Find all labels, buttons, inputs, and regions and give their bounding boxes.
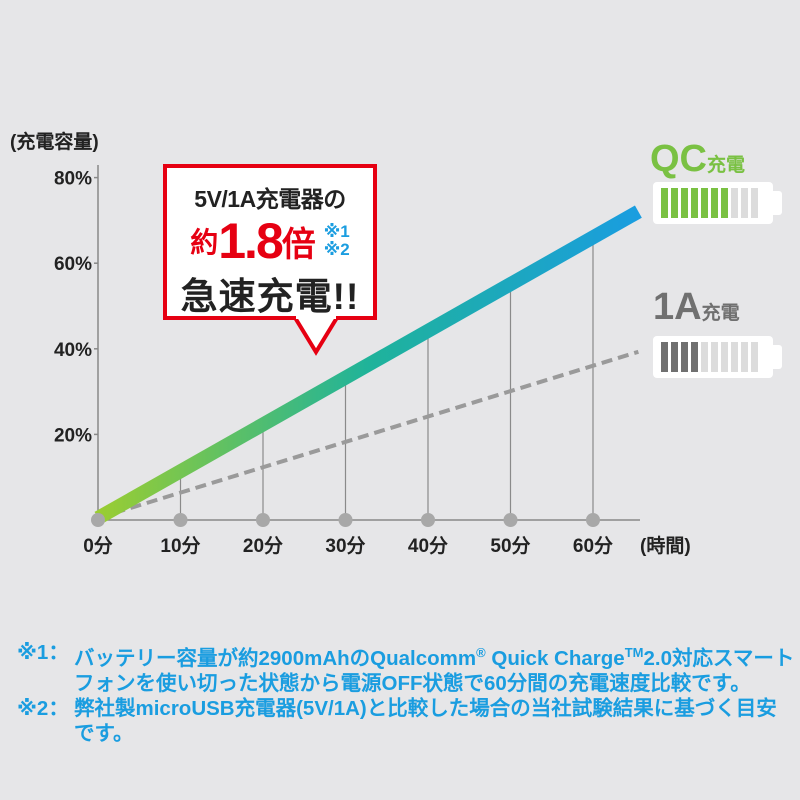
battery-cell (701, 188, 708, 218)
x-axis-dot (586, 513, 600, 527)
footnote-1: ※1： バッテリー容量が約2900mAhのQualcomm® Quick Cha… (17, 640, 797, 696)
x-tick-label: 50分 (490, 535, 530, 557)
x-tick-label: 0分 (83, 535, 113, 557)
battery-cell (681, 342, 688, 372)
x-tick-label: 10分 (160, 535, 200, 557)
x-axis-dot (338, 513, 353, 527)
battery-cell (701, 342, 708, 372)
battery-cell (691, 342, 698, 372)
x-axis-label: (時間) (640, 535, 691, 557)
x-axis-dot (503, 513, 518, 527)
legend-1a-prefix: 1A (653, 286, 702, 328)
battery-cell (711, 188, 718, 218)
1a-battery-icon (653, 336, 782, 378)
callout-ratio-row: 約 1.8 倍 ※1 ※2 (167, 216, 373, 266)
footnote-1-text-a: バッテリー容量が約2900mAhのQualcomm (74, 646, 477, 670)
battery-cell (721, 188, 728, 218)
callout-note2: ※2 (323, 240, 350, 259)
battery-cell (741, 342, 748, 372)
callout-notes: ※1 ※2 (324, 223, 350, 259)
legend-qc-suffix: 充電 (707, 155, 746, 176)
battery-cell (751, 342, 758, 372)
callout-times: 倍 (281, 225, 316, 264)
callout-approx: 約 (190, 227, 219, 258)
footnote-1-text-c: 2.0対応スマートフォンを使い切った状態から電源OFF状態で60分間の充電速度比… (74, 646, 795, 695)
battery-cell (671, 188, 678, 218)
y-tick-label: 80% (54, 169, 92, 190)
footnote-1-mark: ※1： (17, 641, 69, 664)
battery-cell (661, 342, 668, 372)
battery-cell (661, 188, 668, 218)
charge-chart: (充電容量) 20% 40% 60% 80% 0分 10分 20分 30分 40分 50分 60分… (10, 130, 691, 557)
x-tick-label: 40分 (408, 535, 448, 557)
battery-cell (691, 188, 698, 218)
x-tick-label: 20分 (243, 535, 283, 557)
footnote-1-text: バッテリー容量が約2900mAhのQualcomm® Quick ChargeT… (74, 640, 797, 696)
battery-cell (721, 342, 728, 372)
footnote-1-text-b: Quick Charge (485, 646, 625, 670)
battery-cell (731, 342, 738, 372)
x-axis-dot (91, 513, 105, 527)
battery-cell (671, 342, 678, 372)
battery-cell (711, 342, 718, 372)
footnote-2-text: 弊社製microUSB充電器(5V/1A)と比較した場合の当社試験結果に基づく目… (74, 696, 777, 745)
y-axis-label: (充電容量) (10, 130, 99, 153)
battery-cell (741, 188, 748, 218)
x-tick-label: 60分 (573, 535, 613, 557)
footnote-2: ※2： 弊社製microUSB充電器(5V/1A)と比較した場合の当社試験結果に… (17, 696, 797, 746)
x-axis-dot (173, 513, 188, 527)
callout-ratio: 1.8 (218, 213, 284, 269)
footnote-2-mark: ※2： (17, 696, 69, 720)
y-tick-label: 40% (54, 340, 92, 361)
registered-mark: ® (476, 645, 486, 660)
battery-cell (751, 188, 758, 218)
y-tick-label: 60% (54, 254, 92, 275)
callout-pointer (291, 316, 341, 356)
x-axis-dot (421, 513, 435, 527)
callout-line1: 5V/1A充電器の (194, 186, 346, 212)
callout-line3: 急速充電!! (180, 276, 360, 317)
legend-1a-suffix: 充電 (701, 303, 740, 324)
series-1a-line (97, 349, 639, 520)
y-tick-label: 20% (54, 425, 92, 446)
x-tick-label: 30分 (325, 535, 365, 557)
x-axis-dot (256, 513, 270, 527)
battery-cell (731, 188, 738, 218)
footnotes: ※1： バッテリー容量が約2900mAhのQualcomm® Quick Cha… (17, 640, 797, 746)
callout-box: 5V/1A充電器の 約 1.8 倍 ※1 ※2 急速充電!! (163, 164, 377, 320)
legend-qc-prefix: QC (650, 138, 707, 180)
legend-qc-label: QC充電 (650, 138, 745, 181)
qc-battery-icon (653, 182, 782, 224)
legend-1a-label: 1A充電 (653, 286, 740, 329)
trademark-mark: TM (624, 645, 644, 660)
callout-note1: ※1 (323, 222, 350, 241)
battery-cell (681, 188, 688, 218)
series-qc-line (94, 205, 642, 525)
